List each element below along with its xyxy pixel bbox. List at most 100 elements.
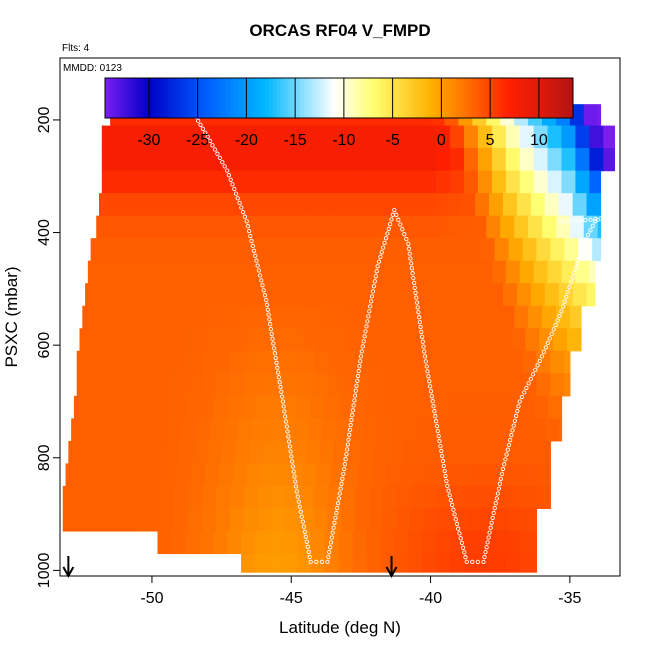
colorbar-segment (565, 78, 570, 118)
track-point (259, 278, 264, 283)
heatmap-cell (294, 418, 309, 442)
heatmap-cell (505, 125, 521, 149)
heatmap-cell (129, 125, 145, 149)
heatmap-cell (397, 485, 412, 510)
track-point (431, 404, 436, 409)
heatmap-cell (319, 305, 334, 329)
track-point (496, 486, 502, 491)
track-point (272, 351, 278, 356)
heatmap-cell (90, 238, 106, 262)
heatmap-cell (383, 373, 398, 397)
track-point (435, 428, 440, 434)
track-point (441, 463, 446, 469)
heatmap-cell (525, 463, 540, 487)
heatmap-cell (405, 283, 420, 307)
heatmap-cell (115, 148, 131, 172)
heatmap-cell (324, 148, 340, 172)
heatmap-cell (366, 395, 381, 419)
track-point (568, 219, 573, 224)
heatmap-cell (450, 125, 465, 149)
heatmap-cell (243, 485, 259, 510)
y-tick-label: 1000 (36, 553, 53, 589)
y-axis-title: PSXC (mbar) (2, 266, 21, 367)
heatmap-cell (238, 418, 253, 442)
track-point (220, 160, 225, 165)
track-point (293, 484, 299, 489)
track-point (274, 360, 279, 365)
track-point (267, 317, 272, 322)
heatmap-cell (547, 260, 563, 284)
heatmap-cell (299, 238, 315, 262)
track-point (564, 294, 569, 300)
colorbar-segment (483, 78, 488, 118)
track-point (282, 409, 287, 414)
heatmap-cell (561, 125, 577, 149)
heatmap-cell (511, 328, 526, 352)
heatmap-cell (118, 508, 134, 532)
heatmap-cell (589, 260, 596, 284)
heatmap-cell (99, 193, 114, 217)
heatmap-cell (472, 215, 487, 239)
heatmap-cell (338, 530, 354, 555)
track-point (418, 324, 423, 330)
heatmap-cell (558, 418, 563, 442)
track-point (414, 295, 419, 300)
colorbar-segment (569, 78, 574, 118)
heatmap-cell (324, 170, 340, 194)
heatmap-cell (296, 260, 312, 284)
track-point (347, 432, 352, 437)
track-point (433, 414, 438, 419)
heatmap-cell (497, 328, 512, 352)
heatmap-cell (455, 463, 471, 487)
heatmap-cell (436, 170, 451, 194)
track-point (400, 227, 405, 232)
heatmap-cell (241, 170, 256, 194)
heatmap-cell (533, 553, 538, 573)
heatmap-cell (466, 373, 482, 397)
heatmap-cell (466, 350, 482, 374)
track-point (225, 168, 230, 173)
heatmap-cell (132, 508, 147, 532)
track-point (284, 424, 289, 429)
heatmap-cell (450, 148, 465, 172)
colorbar-segment (541, 78, 547, 118)
heatmap-cell (422, 148, 437, 172)
heatmap-cell (519, 530, 535, 555)
heatmap-cell (541, 305, 557, 329)
track-point (386, 226, 391, 231)
heatmap-cell (190, 463, 206, 487)
colorbar-segment (362, 78, 367, 118)
heatmap-cell (383, 508, 398, 532)
heatmap-cell (516, 418, 532, 442)
heatmap-cell (112, 283, 128, 307)
colorbar-segment (530, 78, 535, 118)
heatmap-cell (151, 305, 167, 329)
colorbar-segment (522, 78, 527, 118)
track-point (353, 388, 358, 393)
colorbar-segment (381, 78, 387, 118)
heatmap-cell (260, 328, 276, 352)
flight-markers (62, 556, 398, 579)
heatmap-cell (227, 395, 242, 419)
track-point (562, 299, 567, 304)
colorbar-segment (374, 78, 379, 118)
heatmap-cell (188, 508, 203, 532)
heatmap-cell (305, 440, 320, 464)
track-point (342, 466, 347, 472)
heatmap-cell (572, 283, 588, 307)
heatmap-cell (227, 260, 242, 284)
colorbar-segment (202, 78, 207, 118)
heatmap-cell (76, 508, 92, 532)
track-point (593, 216, 598, 222)
heatmap-cell (316, 463, 331, 487)
colorbar-segment (467, 78, 473, 118)
heatmap-cell (221, 440, 237, 464)
date-note: MMDD: 0123 (63, 63, 122, 74)
heatmap-cell (363, 193, 379, 217)
track-point (351, 403, 356, 408)
track-point (290, 464, 296, 469)
heatmap-cell (458, 215, 473, 239)
heatmap-cell (321, 193, 337, 217)
heatmap-cell (341, 373, 356, 397)
heatmap-cell (505, 260, 521, 284)
